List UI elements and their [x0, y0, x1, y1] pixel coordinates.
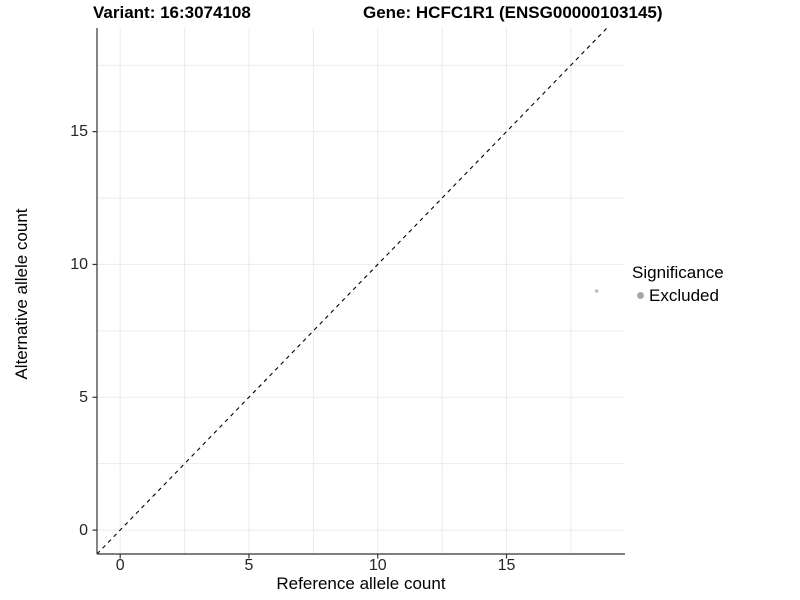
- y-tick-label: 5: [79, 388, 88, 406]
- legend-key-dot-icon: [637, 292, 644, 299]
- x-axis-title: Reference allele count: [276, 574, 446, 593]
- y-axis-title: Alternative allele count: [12, 208, 31, 380]
- legend-title: Significance: [632, 263, 724, 282]
- x-tick-label: 15: [497, 557, 516, 574]
- plot-title-variant: Variant: 16:3074108: [93, 3, 251, 22]
- y-tick-label: 10: [70, 255, 88, 273]
- y-tick-label: 15: [70, 123, 88, 141]
- legend: Significance Excluded: [632, 263, 724, 305]
- legend-item-label: Excluded: [649, 286, 719, 305]
- legend-item: Excluded: [632, 286, 724, 305]
- y-tick-label: 0: [79, 521, 88, 539]
- data-point: [594, 289, 599, 293]
- x-tick-label: 0: [115, 557, 125, 574]
- legend-items: Excluded: [632, 286, 724, 305]
- plot-title-gene: Gene: HCFC1R1 (ENSG00000103145): [363, 3, 663, 22]
- x-tick-label: 5: [244, 557, 254, 574]
- x-tick-label: 10: [368, 557, 387, 574]
- identity-line: [96, 27, 608, 555]
